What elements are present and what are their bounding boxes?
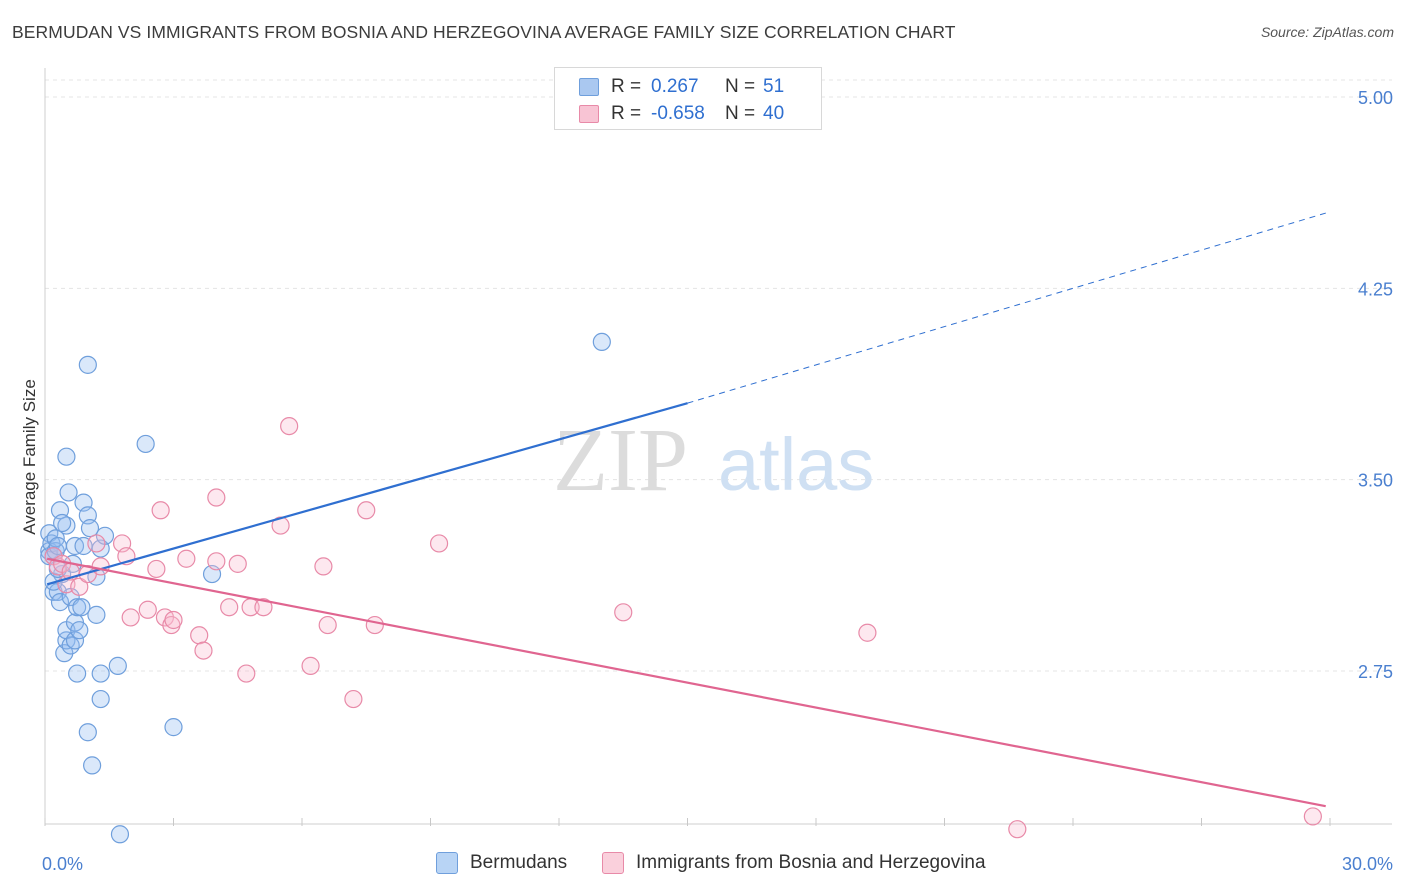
legend-r-label: R = — [611, 103, 642, 124]
trend-lines — [46, 211, 1331, 808]
bosnia-point — [207, 552, 226, 571]
bermudan-point — [78, 355, 97, 374]
series-legend: Bermudans Immigrants from Bosnia and Her… — [0, 852, 1406, 878]
bermudan-point — [59, 483, 78, 502]
bermudan-point — [68, 598, 87, 617]
bermudan-point — [91, 689, 110, 709]
legend-n-value: 40 — [763, 103, 785, 124]
legend-n-value: 51 — [763, 76, 785, 97]
bosnia-point — [190, 626, 209, 645]
bosnia-point — [220, 598, 239, 617]
bosnia-point — [194, 641, 213, 660]
legend-swatch-pink — [579, 105, 599, 123]
bosnia-point — [151, 501, 170, 520]
y-tick-label: 2.75 — [1358, 662, 1393, 682]
bermudan-point — [65, 631, 85, 650]
watermark-zip: ZIP — [553, 411, 688, 510]
bosnia-point — [344, 689, 363, 709]
bosnia-point — [357, 501, 376, 520]
bermudan-point — [57, 447, 76, 466]
bermudan-point — [68, 664, 87, 683]
bermudan-point — [164, 718, 183, 737]
bosnia-trend-line — [46, 557, 1326, 808]
bermudan-point — [87, 605, 106, 624]
bosnia-point — [177, 549, 196, 568]
watermark: ZIP atlas — [553, 411, 874, 510]
legend-r-value: -0.658 — [651, 103, 705, 124]
source-label: Source: ZipAtlas.com — [1260, 24, 1394, 40]
legend-row-bermudans: R = 0.267 N = 51 — [579, 74, 784, 100]
bermudan-point — [53, 513, 72, 533]
series-legend-bosnia: Immigrants from Bosnia and Herzegovina — [602, 852, 986, 874]
bosnia-point — [614, 603, 633, 622]
watermark-atlas: atlas — [718, 423, 874, 506]
legend-row-bosnia: R = -0.658 N = 40 — [579, 101, 784, 127]
bosnia-point — [301, 656, 320, 675]
bermudan-point — [91, 664, 110, 683]
x-tick-label-max: 30.0% — [1342, 854, 1393, 874]
bermudan-point — [110, 825, 130, 844]
y-tick-label: 5.00 — [1358, 88, 1393, 108]
bermudan-point — [80, 519, 100, 538]
series-legend-bermudans: Bermudans — [436, 852, 567, 874]
bosnia-point — [365, 615, 384, 635]
legend-swatch-blue — [579, 78, 599, 96]
legend-r-value: 0.267 — [651, 76, 699, 97]
bosnia-point — [207, 488, 226, 507]
bermudan-point — [592, 332, 611, 352]
chart-title: BERMUDAN VS IMMIGRANTS FROM BOSNIA AND H… — [12, 22, 956, 42]
bermudan-point — [108, 656, 127, 675]
bosnia-point — [237, 664, 256, 683]
bosnia-point — [147, 559, 166, 579]
bermudan-trend-extension — [687, 211, 1331, 404]
bermudan-point — [72, 598, 91, 617]
bosnia-point — [164, 610, 183, 630]
series-swatch-pink — [602, 852, 624, 874]
bermudan-point — [136, 434, 155, 454]
correlation-legend: R = 0.267 N = 51 R = -0.658 N = 40 — [554, 67, 822, 130]
series-label-bermudans: Bermudans — [470, 852, 568, 873]
y-tick-label: 3.50 — [1358, 471, 1393, 491]
bosnia-point — [138, 600, 157, 619]
axis-labels: 2.75 3.50 4.25 5.00 0.0% 30.0% Average Family … — [20, 88, 1393, 874]
legend-r-label: R = — [611, 76, 642, 97]
bosnia-point — [1303, 807, 1322, 826]
bosnia-point — [858, 623, 877, 642]
bermudan-point — [83, 756, 102, 775]
bosnia-point — [318, 615, 337, 635]
bosnia-point — [280, 416, 299, 436]
series-swatch-blue — [436, 852, 458, 874]
bosnia-point — [254, 598, 273, 617]
bermudan-point — [70, 621, 89, 640]
bosnia-point — [1008, 820, 1027, 839]
bosnia-point — [87, 534, 106, 553]
x-tick-label-min: 0.0% — [42, 854, 83, 874]
grid-lines — [45, 79, 1392, 672]
axes — [44, 68, 1392, 826]
y-tick-label: 4.25 — [1358, 279, 1393, 299]
bermudan-trend-line — [46, 402, 688, 586]
y-axis-title: Average Family Size — [20, 379, 39, 535]
series-label-bosnia: Immigrants from Bosnia and Herzegovina — [636, 852, 986, 873]
bosnia-point — [271, 516, 290, 535]
bermudan-point — [50, 593, 70, 612]
bosnia-point — [228, 554, 247, 573]
bosnia-point — [314, 557, 333, 576]
bosnia-point — [429, 534, 449, 553]
bermudan-point — [78, 723, 97, 742]
data-points — [40, 332, 1322, 844]
legend-n-label: N = — [725, 103, 756, 124]
bosnia-point — [70, 577, 89, 596]
legend-n-label: N = — [725, 76, 756, 97]
bosnia-point — [121, 608, 140, 627]
